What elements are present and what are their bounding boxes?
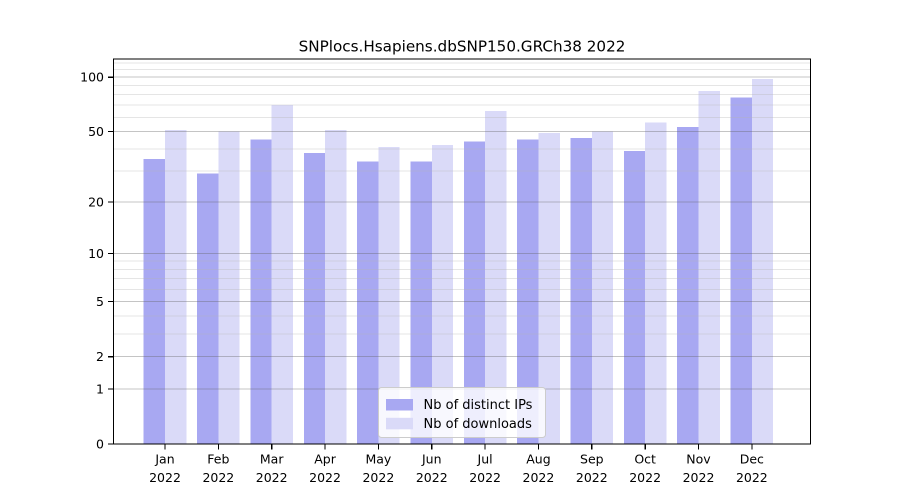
gridlines-group <box>113 62 811 390</box>
bar-distinct-ips-oct <box>623 150 646 444</box>
x-tick-label-month-jul: Jul <box>477 452 493 467</box>
ticks-group <box>108 76 753 450</box>
bar-distinct-ips-sep <box>570 138 592 444</box>
bar-downloads-aug <box>538 133 560 444</box>
x-tick-label-year-feb: 2022 <box>202 470 234 485</box>
x-tick-label-month-oct: Oct <box>634 452 656 467</box>
bar-downloads-jul <box>485 111 507 445</box>
y-tick-label-100: 100 <box>80 70 104 85</box>
legend-label-downloads: Nb of downloads <box>424 417 533 432</box>
bar-downloads-feb <box>218 131 240 444</box>
x-tick-label-year-jul: 2022 <box>469 470 501 485</box>
bar-downloads-jun <box>431 145 454 444</box>
x-tick-label-month-mar: Mar <box>260 452 284 467</box>
x-tick-label-year-dec: 2022 <box>736 470 768 485</box>
x-tick-label-year-oct: 2022 <box>629 470 661 485</box>
x-tick-label-month-feb: Feb <box>207 452 229 467</box>
bar-downloads-nov <box>698 90 720 444</box>
x-tick-label-month-sep: Sep <box>580 452 604 467</box>
x-tick-label-year-may: 2022 <box>362 470 394 485</box>
x-tick-label-month-nov: Nov <box>686 452 711 467</box>
bar-distinct-ips-aug <box>517 139 539 444</box>
bar-downloads-jan <box>165 129 187 444</box>
y-tick-label-10: 10 <box>88 246 104 261</box>
bar-distinct-ips-jan <box>143 159 165 444</box>
y-tick-label-50: 50 <box>88 124 104 139</box>
x-tick-label-month-jan: Jan <box>154 452 174 467</box>
legend-box <box>378 387 546 438</box>
y-tick-label-2: 2 <box>96 349 104 364</box>
bar-distinct-ips-feb <box>197 173 219 444</box>
y-tick-label-5: 5 <box>96 294 104 309</box>
bar-distinct-ips-nov <box>677 126 699 444</box>
bar-distinct-ips-mar <box>250 139 272 444</box>
legend-swatch-distinct-ips <box>386 399 413 411</box>
plot-frame <box>112 58 812 445</box>
x-tick-label-year-jan: 2022 <box>149 470 181 485</box>
x-tick-label-year-jun: 2022 <box>416 470 448 485</box>
bar-downloads-may <box>378 146 400 444</box>
bar-distinct-ips-dec <box>730 97 752 445</box>
bar-distinct-ips-may <box>357 161 379 444</box>
bar-distinct-ips-apr <box>303 152 326 444</box>
bar-distinct-ips-jul <box>463 141 486 444</box>
bar-downloads-sep <box>591 131 614 444</box>
x-tick-label-year-mar: 2022 <box>256 470 288 485</box>
bar-downloads-dec <box>751 78 774 445</box>
y-tick-label-20: 20 <box>88 195 104 210</box>
x-tick-label-month-aug: Aug <box>526 452 550 467</box>
bar-downloads-mar <box>271 105 293 444</box>
y-tick-label-1: 1 <box>96 381 104 396</box>
legend-swatch-downloads <box>386 417 413 430</box>
x-tick-label-month-dec: Dec <box>740 452 764 467</box>
bar-downloads-oct <box>645 122 667 445</box>
y-tick-label-0: 0 <box>96 437 104 452</box>
bars-group <box>143 78 774 445</box>
chart-title: SNPlocs.Hsapiens.dbSNP150.GRCh38 2022 <box>299 38 626 56</box>
x-tick-label-month-may: May <box>365 452 391 467</box>
x-tick-label-year-nov: 2022 <box>683 470 715 485</box>
legend: Nb of distinct IPs Nb of downloads <box>378 387 546 438</box>
bar-downloads-apr <box>325 129 347 444</box>
legend-label-distinct-ips: Nb of distinct IPs <box>424 398 533 413</box>
x-tick-label-year-sep: 2022 <box>576 470 608 485</box>
x-tick-label-year-aug: 2022 <box>523 470 555 485</box>
x-tick-label-month-apr: Apr <box>314 452 336 467</box>
x-tick-label-year-apr: 2022 <box>309 470 341 485</box>
x-tick-label-month-jun: Jun <box>421 452 442 467</box>
bar-distinct-ips-jun <box>410 161 432 444</box>
